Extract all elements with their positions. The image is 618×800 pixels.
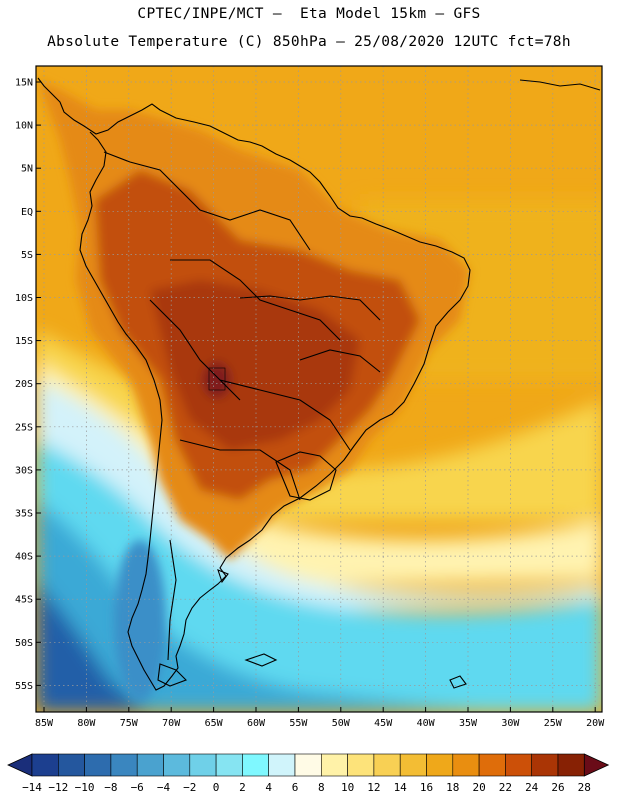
lon-tick-label: 55W [289, 718, 308, 729]
colorbar-label: −10 [75, 781, 95, 794]
map-frame [35, 65, 603, 713]
lon-tick-label: 35W [459, 718, 478, 729]
lon-tick-label: 70W [162, 718, 181, 729]
land-hotter-area [150, 280, 360, 450]
map-area [36, 66, 602, 712]
colorbar-swatch [136, 753, 164, 777]
colorbar-label: 0 [213, 781, 220, 794]
colorbar-label: −6 [131, 781, 144, 794]
colorbar-label: −8 [104, 781, 117, 794]
lat-tick-label: 35S [15, 509, 33, 520]
colorbar-label: 2 [239, 781, 246, 794]
colorbar-label: 20 [472, 781, 485, 794]
lat-tick-label: 5S [21, 250, 33, 261]
latitude-axis: 15N 10N 5N EQ 5S 10S 15S 20S 25S 30S 35S 40S 45S 50S 5… [15, 78, 41, 692]
colorbar-swatch [242, 753, 269, 777]
colorbar-swatch [215, 753, 243, 777]
lat-tick-label: 40S [15, 552, 33, 563]
colorbar-swatch [31, 753, 59, 777]
continent-field [38, 80, 470, 700]
colorbar-swatch [189, 753, 217, 777]
lat-tick-label: 30S [15, 465, 33, 476]
colorbar-swatch [57, 753, 85, 777]
colorbar-swatch [110, 753, 138, 777]
colorbar-label: 26 [551, 781, 564, 794]
lat-tick-label: 15N [15, 78, 33, 89]
colorbar-label: −14 [22, 781, 42, 794]
colorbar-label: −4 [157, 781, 171, 794]
lon-tick-label: 40W [417, 718, 436, 729]
coastline-and-borders [37, 77, 601, 691]
deep-blue-ocean [36, 580, 150, 712]
lat-tick-label: 10N [15, 121, 33, 132]
lat-tick-label: 5N [21, 164, 33, 175]
colorbar-label: 16 [420, 781, 433, 794]
lon-tick-label: 45W [374, 718, 393, 729]
colorbar-swatch [531, 753, 559, 777]
lon-tick-label: 80W [77, 718, 96, 729]
lon-tick-label: 25W [544, 718, 563, 729]
colorbar-label: 12 [367, 781, 380, 794]
map-title-line-2: Absolute Temperature (C) 850hPa – 25/08/… [47, 34, 571, 50]
colorbar-label: 14 [394, 781, 408, 794]
land-heat-core [203, 362, 231, 398]
lat-tick-label: EQ [21, 207, 33, 218]
colorbar-swatch [320, 753, 348, 777]
colorbar-label: −12 [48, 781, 68, 794]
core-highlight [208, 367, 226, 391]
colorbar-label: −2 [183, 781, 196, 794]
colorbar-swatch [557, 753, 585, 777]
colorbar-swatch [505, 753, 532, 777]
colorbar-swatch [347, 753, 375, 777]
lat-tick-label: 20S [15, 379, 33, 390]
colorbar-swatch [399, 753, 427, 777]
lon-tick-label: 50W [332, 718, 351, 729]
lat-tick-label: 10S [15, 293, 33, 304]
lon-tick-label: 60W [247, 718, 266, 729]
colorbar-swatch [373, 753, 401, 777]
lat-tick-label: 50S [15, 638, 33, 649]
lon-tick-label: 30W [501, 718, 520, 729]
lat-tick-label: 25S [15, 422, 33, 433]
colorbar-swatch [426, 753, 454, 777]
lat-tick-label: 15S [15, 336, 33, 347]
map-title-line-1: CPTEC/INPE/MCT – Eta Model 15km – GFS [137, 6, 481, 22]
lat-tick-label: 45S [15, 595, 33, 606]
colorbar-label: 28 [578, 781, 591, 794]
colorbar-swatch [294, 753, 322, 777]
colorbar-swatch [478, 753, 506, 777]
lon-tick-label: 20W [586, 718, 605, 729]
colorbar-swatch [163, 753, 191, 777]
lon-tick-label: 65W [205, 718, 224, 729]
colorbar-label: 6 [292, 781, 299, 794]
colorbar-swatch [268, 753, 296, 777]
longitude-axis: 85W 80W 75W 70W 65W 60W 55W 50W 45W 40W 35W 30W 25W 2… [35, 707, 605, 729]
patagonia-cold-strip [114, 540, 166, 700]
colorbar-label: 18 [446, 781, 459, 794]
lat-tick-label: 55S [15, 681, 33, 692]
colorbar-swatch [452, 753, 480, 777]
colorbar: −14 −12 −10 −8 −6 −4 −2 0 2 4 6 8 10 12 14 16 18 20 22 24 26… [7, 753, 610, 794]
colorbar-label: 8 [318, 781, 325, 794]
colorbar-label: 10 [341, 781, 354, 794]
lon-tick-label: 75W [120, 718, 139, 729]
colorbar-label: 24 [525, 781, 539, 794]
colorbar-label: 4 [265, 781, 272, 794]
colorbar-over-arrow [583, 753, 610, 777]
colorbar-label: 22 [499, 781, 512, 794]
colorbar-swatch [84, 753, 112, 777]
lon-tick-label: 85W [35, 718, 54, 729]
colorbar-under-arrow [7, 753, 33, 777]
